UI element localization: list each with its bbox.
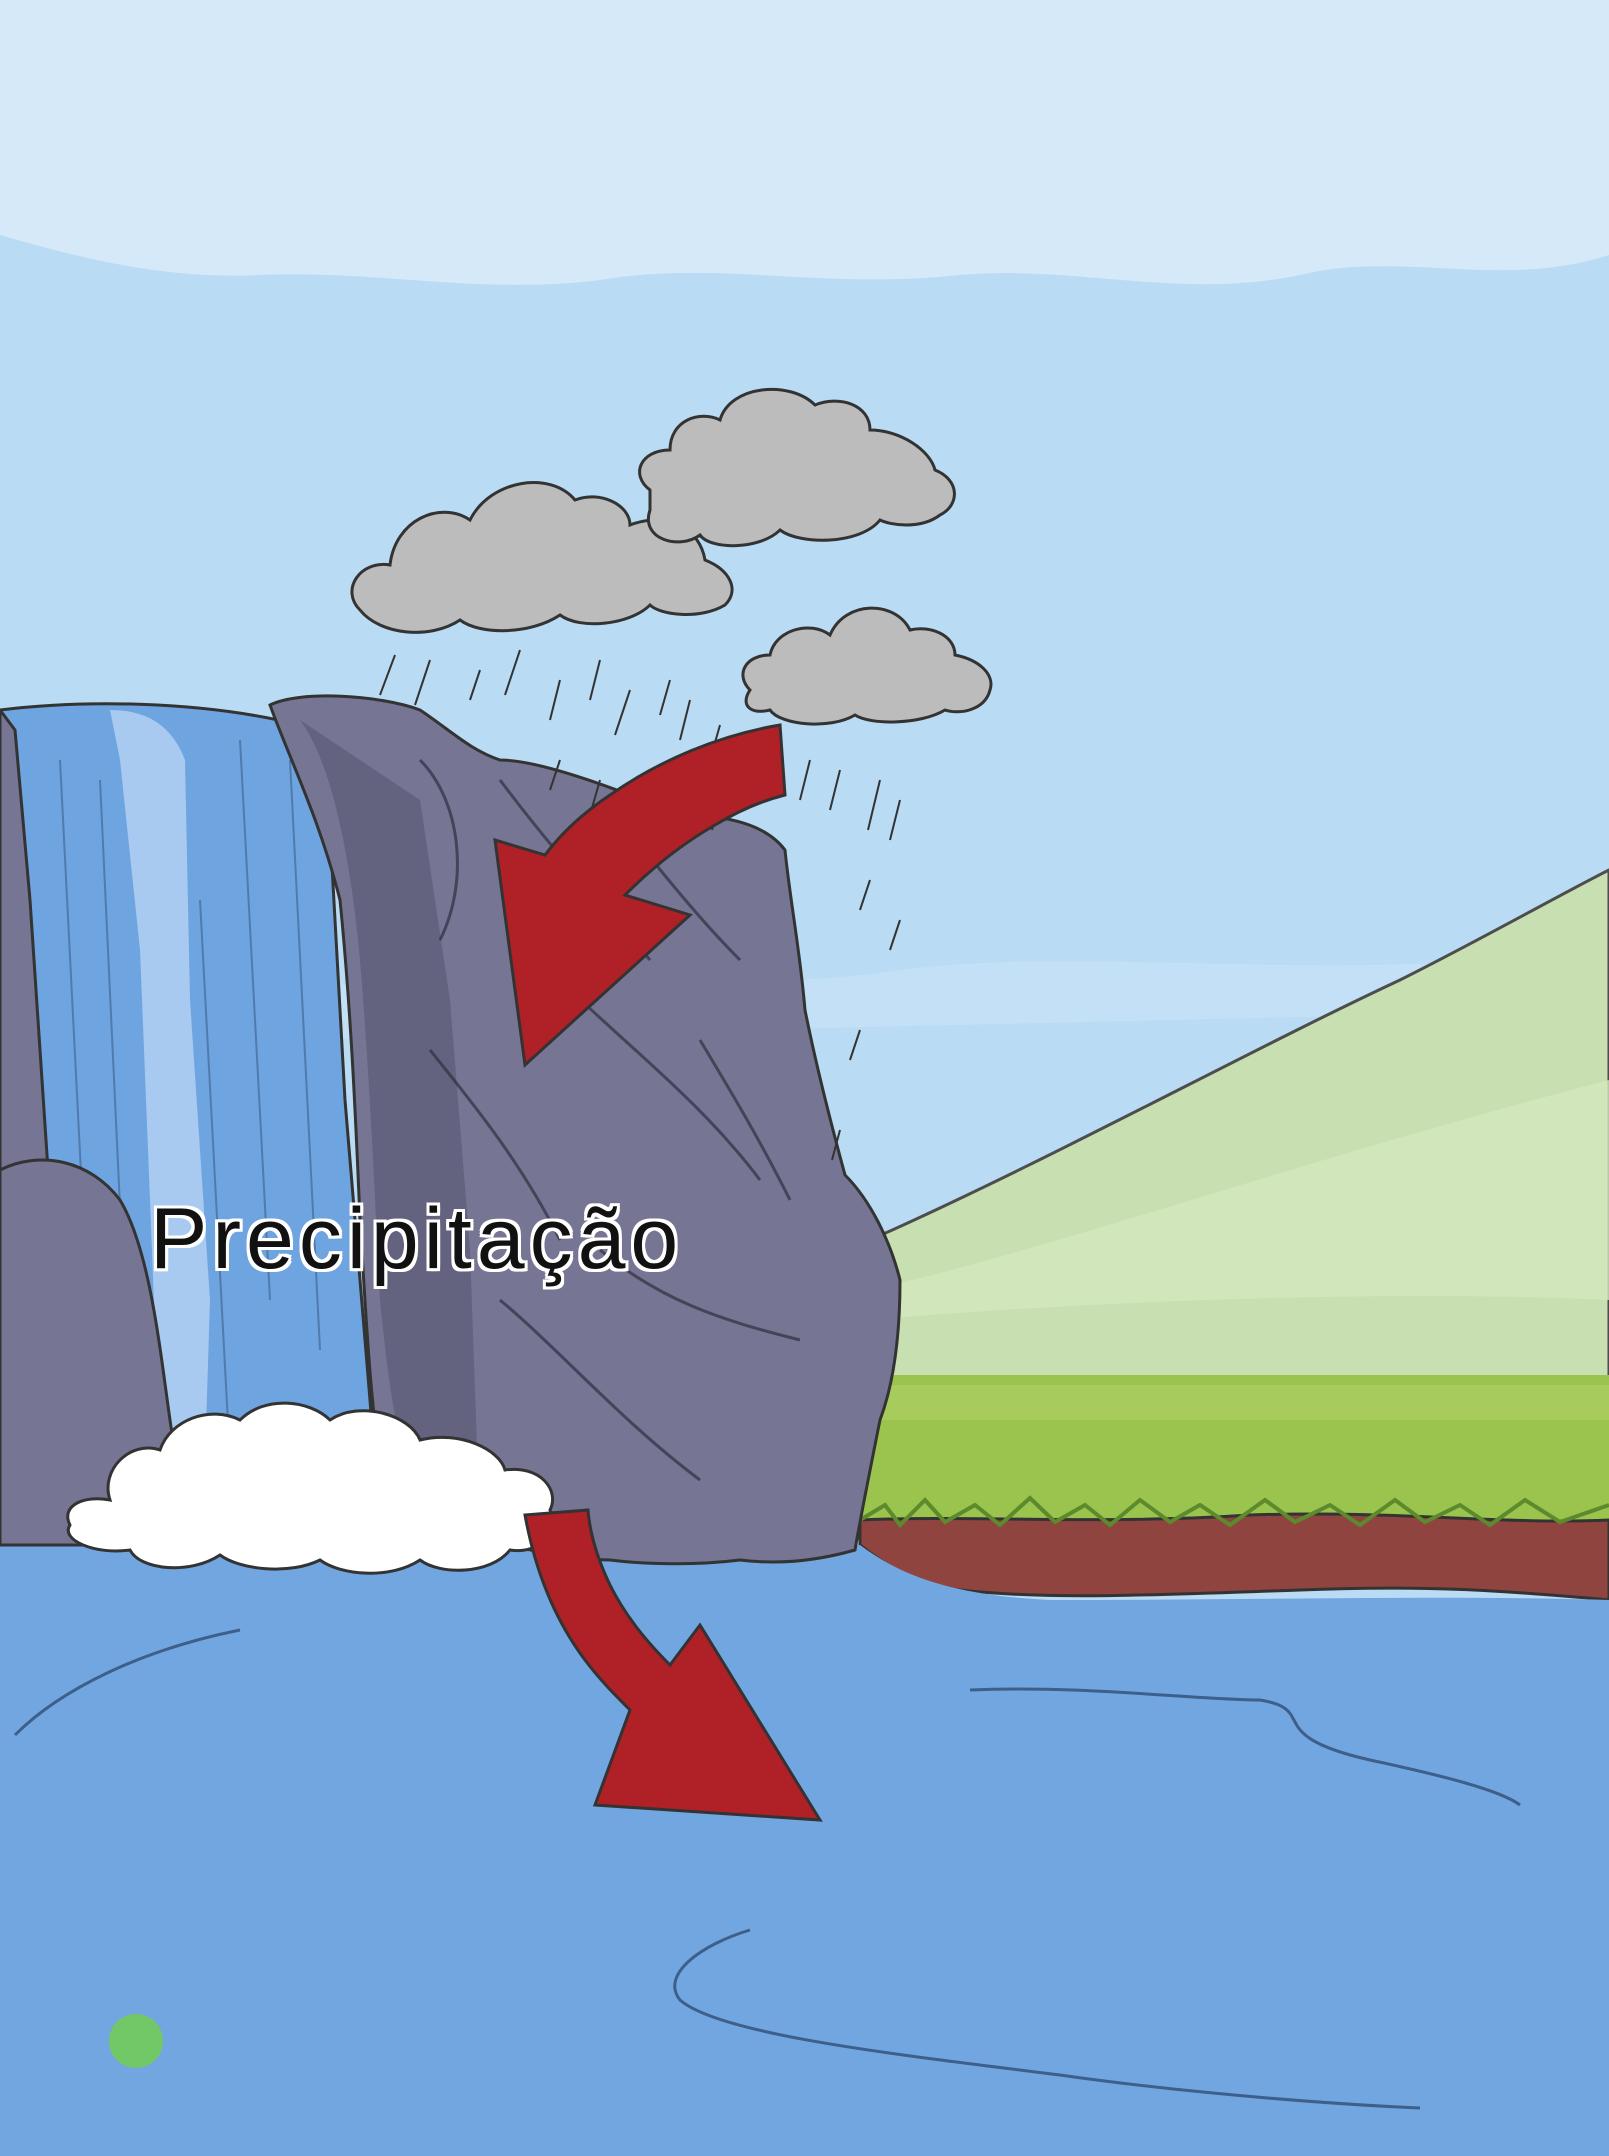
soil-bank [858, 1512, 1609, 1602]
water-ripple-3 [673, 1928, 1421, 2110]
cliff-shade [300, 720, 480, 1530]
arrow-cliff-to-water [523, 1508, 823, 1822]
sky-cloud-band [0, 0, 1609, 285]
water-ripple-1 [13, 1628, 241, 1737]
waterfall-streaks [59, 739, 321, 1461]
rain-cloud-small [741, 606, 993, 726]
rain-cloud-left [350, 481, 734, 634]
water-ripple-2 [969, 1687, 1521, 1807]
rain-cloud-right [638, 387, 956, 548]
arrow-cloud-to-cliff [493, 723, 787, 1069]
water [0, 1520, 1609, 2156]
hill-shade [870, 1080, 1609, 1320]
waterfall-highlight [110, 710, 210, 1460]
grass-fringe [858, 1495, 1609, 1529]
precipitation-label: Precipitação [150, 1191, 684, 1287]
status-dot [109, 2014, 163, 2068]
grass-highlight [860, 1385, 1609, 1420]
